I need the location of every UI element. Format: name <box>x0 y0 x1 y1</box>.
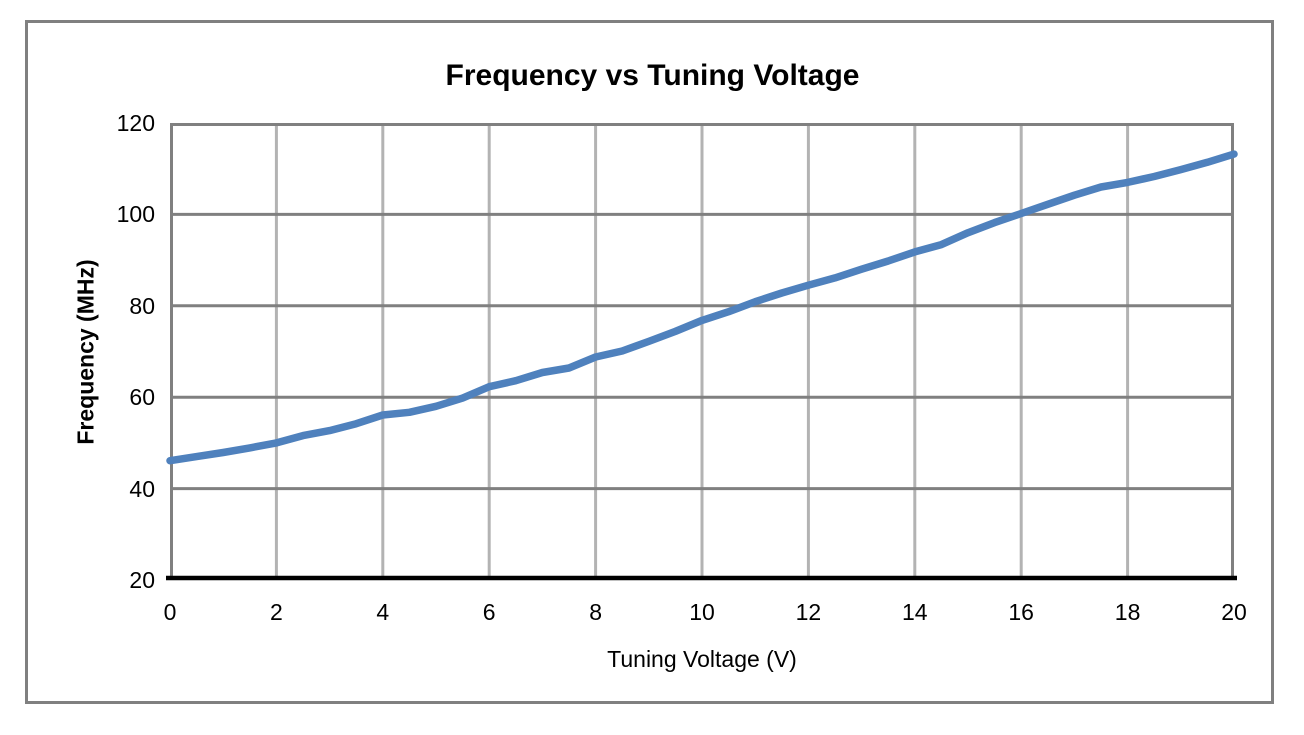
y-tick-label: 80 <box>129 292 155 319</box>
x-tick-label: 18 <box>1114 599 1141 625</box>
x-tick-label: 14 <box>902 599 928 625</box>
x-tick-label: 12 <box>795 599 822 625</box>
x-tick-label: 8 <box>589 599 602 625</box>
x-tick-label: 6 <box>482 599 496 625</box>
y-tick-label: 120 <box>116 110 155 136</box>
x-tick-label: 10 <box>689 599 715 625</box>
y-tick-label: 40 <box>129 475 155 502</box>
x-tick-label: 4 <box>376 599 390 625</box>
chart-title: Frequency vs Tuning Voltage <box>445 59 860 92</box>
y-tick-label: 20 <box>129 567 155 593</box>
frequency-series-line <box>166 150 1238 465</box>
y-axis-title: Frequency (MHz) <box>72 259 99 445</box>
x-tick-label: 16 <box>1008 599 1034 625</box>
y-tick-label: 100 <box>116 201 155 228</box>
plot-svg <box>166 123 1238 581</box>
plot-area <box>166 123 1238 581</box>
x-axis-title: Tuning Voltage (V) <box>607 646 797 672</box>
chart-frame: Frequency vs Tuning Voltage Frequency (M… <box>25 20 1274 704</box>
x-tick-label: 2 <box>269 599 283 625</box>
x-tick-label: 0 <box>163 599 177 625</box>
x-tick-label: 20 <box>1221 599 1247 625</box>
y-tick-label: 60 <box>129 384 155 411</box>
